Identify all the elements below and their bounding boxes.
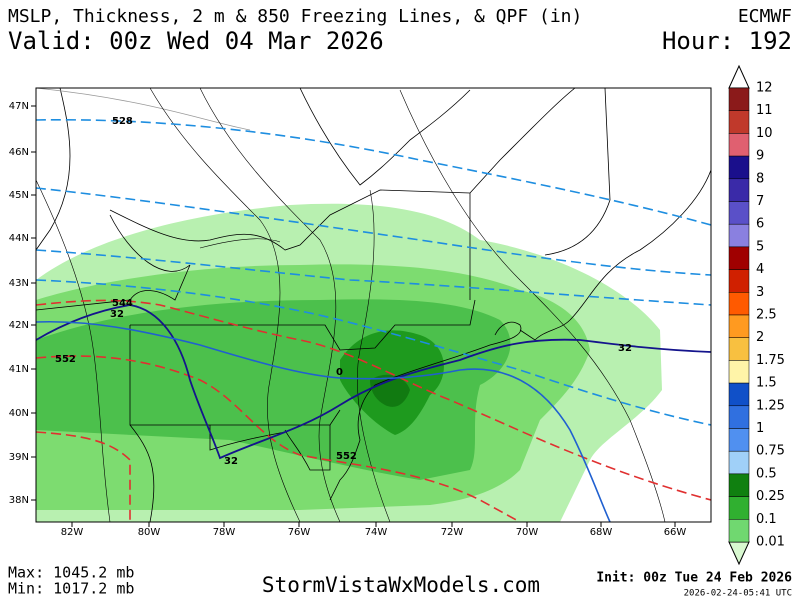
colorbar-bottom <box>728 541 750 566</box>
colorbar-label: 6 <box>756 217 764 232</box>
colorbar-label: 8 <box>756 171 764 186</box>
colorbar-swatch <box>728 269 750 293</box>
colorbar-swatch <box>728 201 750 225</box>
contour-label: 544 <box>112 298 133 309</box>
colorbar-swatch <box>728 382 750 407</box>
lon-label: 66W <box>664 527 687 538</box>
lat-label: 43N <box>9 278 29 289</box>
contour-label: 528 <box>112 116 133 127</box>
colorbar-swatch <box>728 178 750 202</box>
valid-time: Valid: 00z Wed 04 Mar 2026 <box>8 27 384 55</box>
forecast-hour: Hour: 192 <box>662 27 792 55</box>
lat-label: 45N <box>9 190 29 201</box>
contour-label: 552 <box>55 354 76 365</box>
colorbar-label: 1.75 <box>756 353 785 368</box>
colorbar-label: 0.75 <box>756 444 785 459</box>
lat-label: 38N <box>9 495 29 506</box>
colorbar-swatch <box>728 292 750 316</box>
colorbar-swatch <box>728 360 750 384</box>
borders <box>36 88 711 522</box>
freezing-line-850 <box>36 304 711 460</box>
colorbar-swatch <box>728 314 750 338</box>
colorbar-label: 1.25 <box>756 398 785 413</box>
timestamp: 2026-02-24-05:41 UTC <box>684 589 792 599</box>
thickness-lines <box>36 119 711 426</box>
colorbar-label: 9 <box>756 149 764 164</box>
colorbar-label: 11 <box>756 103 773 118</box>
thickness-lines <box>36 299 711 522</box>
site-name: StormVistaWxModels.com <box>262 573 540 597</box>
colorbar-label: 3 <box>756 285 764 300</box>
lon-label: 70W <box>516 527 539 538</box>
max-pressure: Max: 1045.2 mb <box>8 564 134 582</box>
colorbar-label: 2.5 <box>756 308 777 323</box>
colorbar-swatch <box>728 246 750 270</box>
lon-label: 82W <box>61 527 84 538</box>
colorbar: 12 11 10 9 8 7 6 5 4 3 2.5 2 1.75 1.5 1.25 1 0.75 0.5 0.25… <box>728 64 785 566</box>
colorbar-top <box>728 64 750 89</box>
colorbar-swatch <box>728 87 750 111</box>
colorbar-swatch <box>728 519 750 543</box>
colorbar-swatch <box>728 428 750 452</box>
lat-label: 47N <box>9 101 29 112</box>
model: ECMWF <box>738 6 792 27</box>
lon-label: 68W <box>590 527 613 538</box>
colorbar-swatch <box>728 133 750 157</box>
colorbar-label: 0.25 <box>756 489 785 504</box>
lon-label: 80W <box>138 527 161 538</box>
lat-label: 41N <box>9 364 29 375</box>
colorbar-label: 5 <box>756 239 764 254</box>
lat-label: 46N <box>9 147 29 158</box>
lat-label: 42N <box>9 320 29 331</box>
lon-label: 72W <box>441 527 464 538</box>
contour-label: 32 <box>110 309 124 320</box>
lat-label: 40N <box>9 408 29 419</box>
contour-label: 32 <box>618 343 632 354</box>
lat-label: 44N <box>9 233 29 244</box>
colorbar-swatch <box>728 450 750 475</box>
colorbar-swatch <box>728 223 750 248</box>
colorbar-label: 1.5 <box>756 376 777 391</box>
contour-label: 0 <box>336 367 343 378</box>
colorbar-label: 12 <box>756 81 773 96</box>
colorbar-swatch <box>728 473 750 497</box>
colorbar-label: 1 <box>756 421 764 436</box>
contour-label: 552 <box>336 451 357 462</box>
colorbar-label: 7 <box>756 194 764 209</box>
init-time: Init: 00z Tue 24 Feb 2026 <box>596 571 792 586</box>
colorbar-swatch <box>728 405 750 429</box>
colorbar-label: 0.5 <box>756 466 777 481</box>
colorbar-label: 0.1 <box>756 512 777 527</box>
contour-label: 32 <box>224 456 238 467</box>
colorbar-label: 4 <box>756 262 764 277</box>
isobars <box>36 88 666 522</box>
map-frame <box>35 87 712 523</box>
lon-label: 78W <box>213 527 236 538</box>
colorbar-swatch <box>728 110 750 134</box>
freezing-line-2m <box>36 320 611 522</box>
colorbar-swatch <box>728 337 750 361</box>
min-pressure: Min: 1017.2 mb <box>8 580 134 598</box>
colorbar-swatch <box>728 496 750 520</box>
lon-label: 76W <box>288 527 311 538</box>
colorbar-label: 2 <box>756 330 764 345</box>
lat-label: 39N <box>9 452 29 463</box>
lon-label: 74W <box>365 527 388 538</box>
title: MSLP, Thickness, 2 m & 850 Freezing Line… <box>8 6 582 27</box>
colorbar-label: 10 <box>756 126 773 141</box>
map: 528 544 552 552 32 32 32 0 <box>36 88 711 522</box>
colorbar-swatch <box>728 155 750 180</box>
colorbar-label: 0.01 <box>756 535 785 550</box>
